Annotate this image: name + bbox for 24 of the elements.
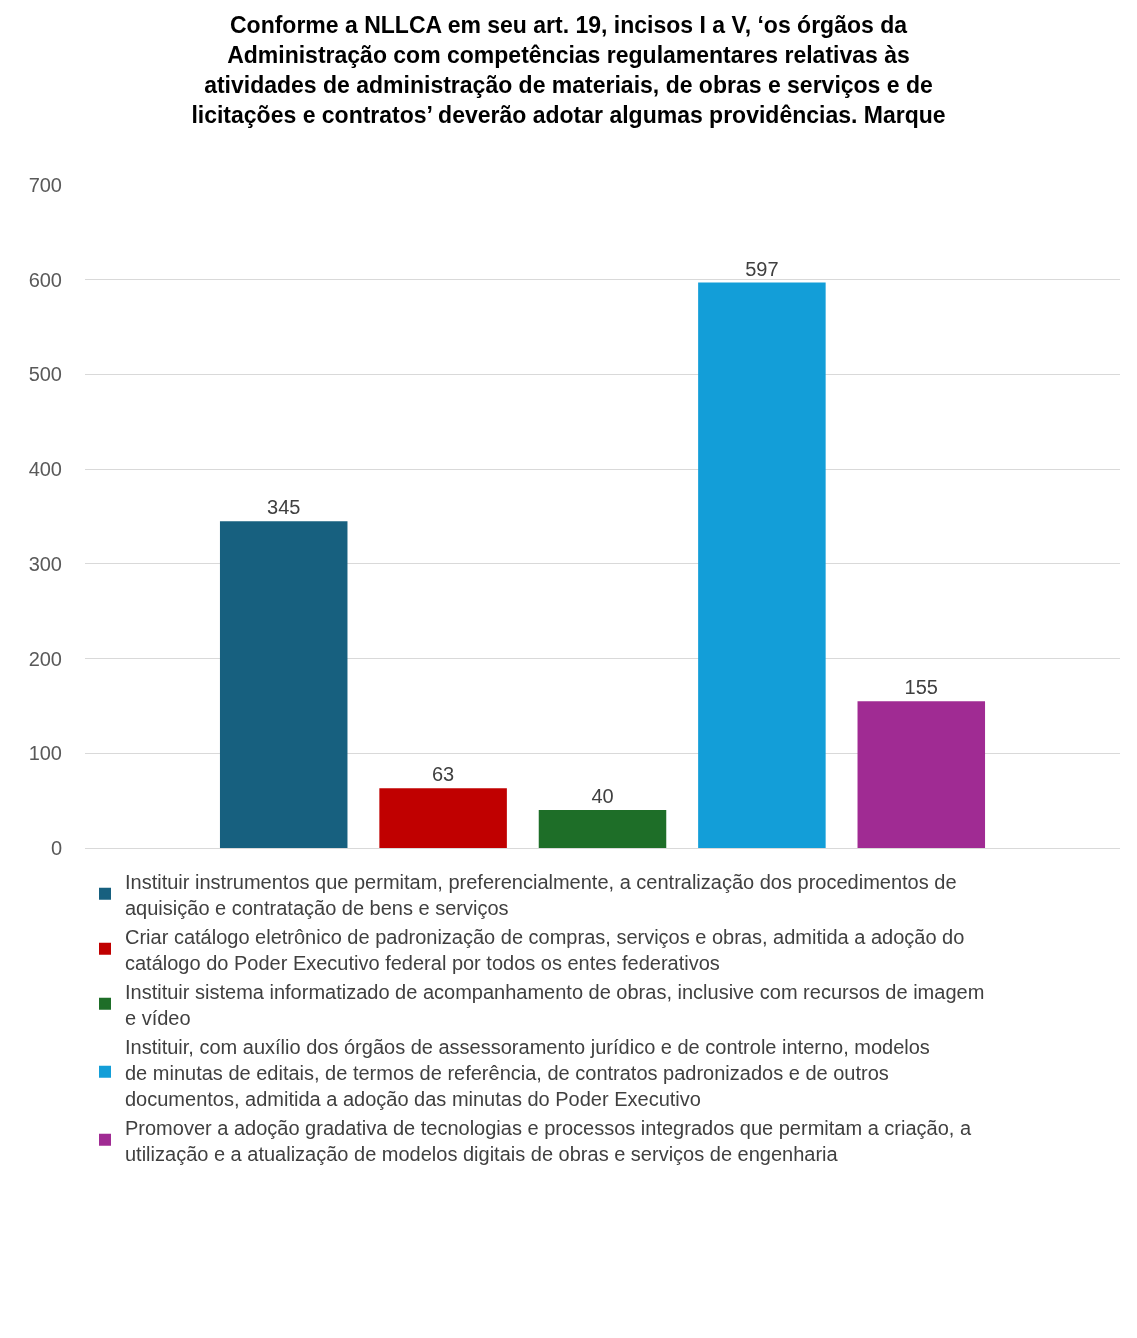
bar	[379, 788, 507, 848]
legend-label: Promover a adoção gradativa de tecnologias e processos integrados que permitam a criação, a utilização e a atualização de modelos digitais de obras e serviços de engenharia	[125, 1116, 972, 1165]
bar	[538, 810, 667, 848]
data-label: 155	[904, 676, 938, 699]
y-tick-label: 600	[28, 268, 62, 291]
data-label: 597	[745, 257, 779, 280]
data-label: 40	[591, 785, 614, 808]
legend-label: Criar catálogo eletrônico de padronização de compras, serviços e obras, admitida a adoção do catálogo do Poder Executivo federal por todos os entes federativos	[125, 925, 965, 974]
y-tick-label: 300	[28, 552, 62, 575]
y-tick-label: 500	[28, 363, 62, 386]
y-tick-label: 400	[28, 458, 62, 481]
data-label: 345	[267, 496, 301, 519]
bar	[219, 521, 348, 848]
legend-label: Instituir sistema informatizado de acompanhamento de obras, inclusive com recursos de imagem e vídeo	[125, 980, 985, 1029]
data-label: 63	[431, 763, 455, 786]
bar	[698, 282, 826, 848]
y-tick-label: 200	[28, 647, 62, 670]
y-tick-label: 700	[28, 174, 62, 196]
legend-label: Instituir, com auxílio dos órgãos de assessoramento jurídico e de controle interno, modelos de minutas de editais, de termos de referência, de contratos padronizados e de outros documentos, admitida a adoção das minutas do Poder Executivo	[125, 1035, 930, 1110]
bar	[857, 701, 986, 848]
y-tick-label: 100	[28, 742, 62, 765]
legend-label: Instituir instrumentos que permitam, preferencialmente, a centralização dos procedimentos de aquisição e contratação de bens e serviços	[125, 870, 957, 919]
y-tick-label: 0	[50, 837, 62, 859]
chart-title: Conforme a NLLCA em seu art. 19, incisos I a V, ‘os órgãos da Administração com competências regulamentares relativas às atividades de administração de materiais, de obras e serviços e de licitações e contratos’ deverão adotar algumas providências. Marque	[191, 12, 946, 129]
